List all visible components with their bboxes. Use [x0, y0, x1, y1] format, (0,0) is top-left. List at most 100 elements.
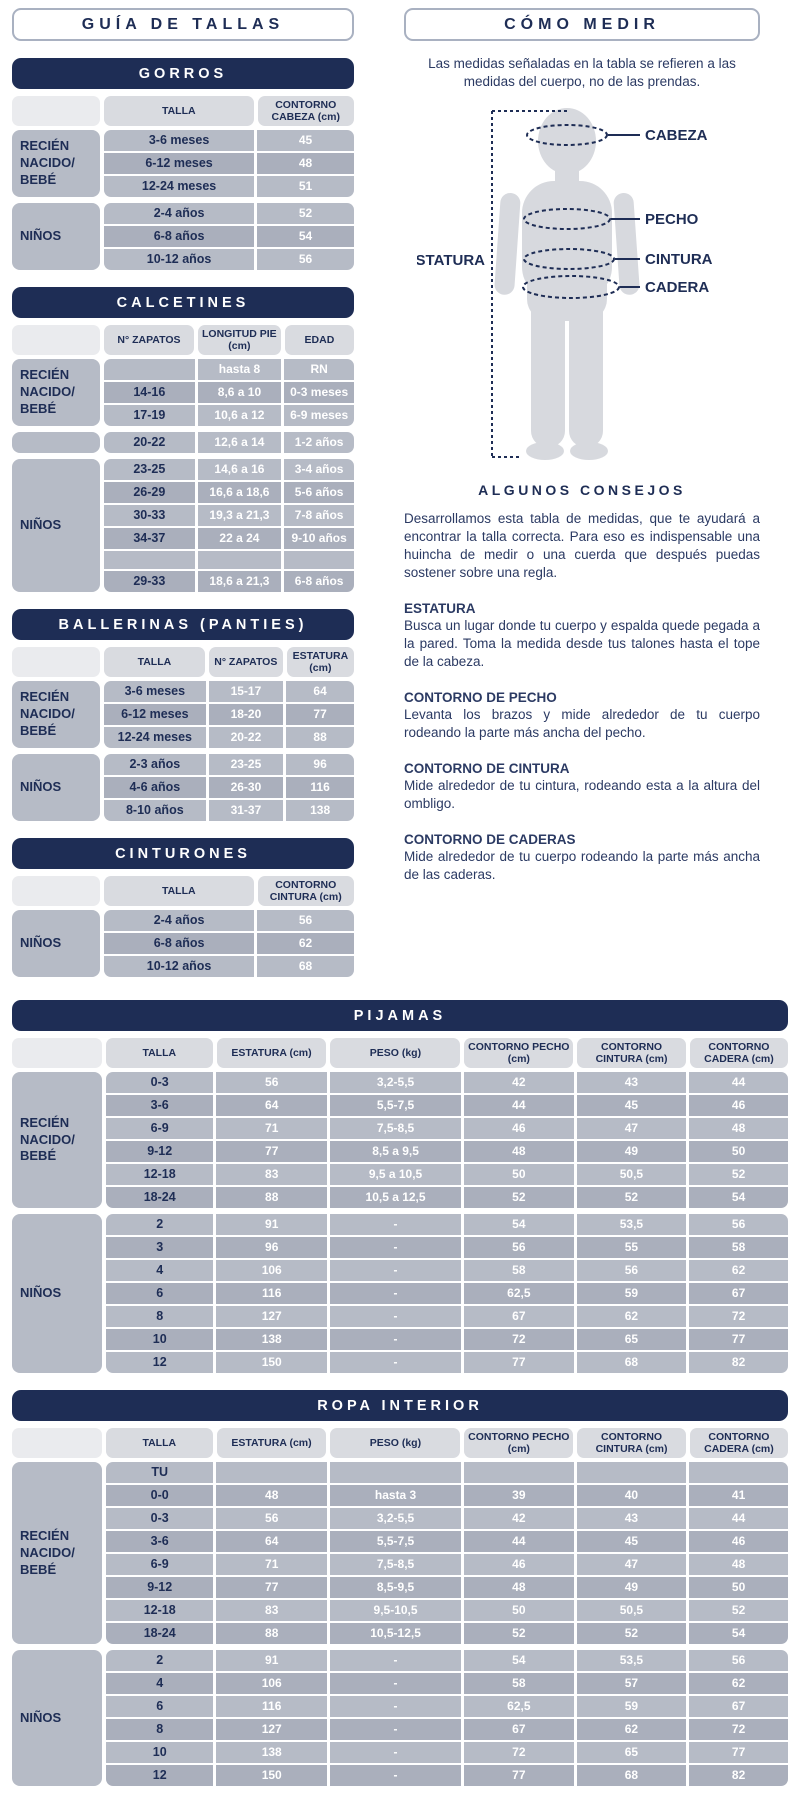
table-row: 6 116-62,5 59 67: [106, 1283, 788, 1305]
table-cell: 77: [216, 1141, 328, 1163]
row-group-label: RECIÉN NACIDO/ BEBÉ: [12, 1072, 102, 1209]
table-cell: 91: [216, 1214, 328, 1236]
column-header: ESTATURA (cm): [286, 646, 354, 677]
column-header: TALLA: [106, 1037, 213, 1069]
table-cell: 138: [286, 799, 354, 821]
tip-section-caderas: CONTORNO DE CADERAS Mide alrededor de tu…: [404, 832, 760, 884]
table-cell: 52: [257, 203, 354, 225]
table-row-group: NIÑOS 23-25 14,6 a 16 3-4 años 26-29 16,6 a 1…: [12, 458, 354, 592]
table-cell: 17-19: [104, 404, 195, 426]
table-cell: 2-4 años: [104, 909, 255, 931]
table-row: 12-24 meses 51: [104, 176, 354, 198]
ballerinas-section-title: BALLERINAS (PANTIES): [12, 608, 354, 640]
table-cell: 46: [689, 1531, 788, 1553]
table-cell: 3: [106, 1237, 214, 1259]
tip-text: Mide alrededor de tu cintura, rodeando e…: [404, 778, 760, 811]
table-cell: 67: [464, 1719, 574, 1741]
table-cell: 106: [216, 1673, 328, 1695]
table-cell: 44: [464, 1531, 574, 1553]
column-header: PESO (kg): [330, 1037, 461, 1069]
table-row: 6-9 71 7,5-8,5 46 47 48: [106, 1554, 788, 1576]
table-cell: [330, 1462, 462, 1484]
table-row: 3-6 meses 15-17 64: [104, 680, 354, 702]
table-cell: 56: [216, 1508, 328, 1530]
size-guide-column: GUÍA DE TALLAS GORROS TALLA CONTORNO CABE…: [12, 8, 354, 983]
table-cell: 46: [464, 1554, 574, 1576]
table-row: 8 127-67 62 72: [106, 1306, 788, 1328]
cinturones-section-title: CINTURONES: [12, 837, 354, 869]
table-cell: 12-18: [106, 1600, 214, 1622]
table-cell: 77: [464, 1765, 574, 1787]
table-cell: 6-9: [106, 1118, 214, 1140]
table-cell: 3,2-5,5: [330, 1508, 462, 1530]
table-cell: -: [330, 1283, 462, 1305]
table-cell: -: [330, 1352, 462, 1374]
table-cell: 77: [464, 1352, 574, 1374]
table-cell: 31-37: [208, 799, 284, 821]
table-cell: 26-30: [208, 776, 284, 798]
table-cell: 0-3: [106, 1072, 214, 1094]
table-cell: 64: [216, 1531, 328, 1553]
table-cell: 62: [257, 932, 354, 954]
table-cell: 22 a 24: [197, 527, 282, 549]
table-cell: 5,5-7,5: [330, 1531, 462, 1553]
table-cell: 127: [216, 1719, 328, 1741]
table-row: 4 106-58 56 62: [106, 1260, 788, 1282]
table-row: 2 91-54 53,5 56: [106, 1214, 788, 1236]
estatura-label: ESTATURA: [417, 252, 485, 269]
table-cell: 23-25: [208, 753, 284, 775]
table-header-row: TALLA ESTATURA (cm) PESO (kg) CONTORNO PECH…: [12, 1428, 788, 1459]
table-cell: 9-12: [106, 1577, 214, 1599]
calcetines-table: N° ZAPATOS LONGITUD PIE (cm) EDAD RECIÉN NA…: [12, 325, 354, 592]
table-cell: 82: [689, 1765, 788, 1787]
row-group-label: NIÑOS: [12, 458, 100, 592]
column-header: CONTORNO CABEZA (cm): [257, 96, 354, 127]
column-header: EDAD: [284, 325, 354, 356]
pecho-measure-ellipse: [523, 208, 611, 231]
table-cell: -: [330, 1650, 462, 1672]
measuring-intro-text: Las medidas señaladas en la tabla se ref…: [428, 56, 736, 90]
table-row: 2-4 años 52: [104, 203, 354, 225]
table-cell: 45: [576, 1531, 687, 1553]
table-cell: 4-6 años: [104, 776, 206, 798]
table-cell: 45: [576, 1095, 687, 1117]
table-cell: RN: [284, 359, 354, 380]
table-cell: 7,5-8,5: [330, 1554, 462, 1576]
ropa-interior-table: TALLA ESTATURA (cm) PESO (kg) CONTORNO PECH…: [12, 1428, 788, 1787]
table-cell: 42: [464, 1072, 574, 1094]
column-header: CONTORNO CADERA (cm): [689, 1037, 788, 1069]
guia-de-tallas-title: GUÍA DE TALLAS: [12, 8, 354, 41]
column-header: TALLA: [104, 96, 254, 127]
table-cell: 48: [216, 1485, 328, 1507]
table-cell: 91: [216, 1650, 328, 1672]
table-cell: 54: [257, 226, 354, 248]
table-row-group: 20-22 12,6 a 14 1-2 años: [12, 431, 354, 453]
row-group-label: NIÑOS: [12, 909, 100, 977]
table-cell: 16,6 a 18,6: [197, 481, 282, 503]
table-cell: 47: [576, 1554, 687, 1576]
table-cell: 138: [216, 1742, 328, 1764]
table-cell: 46: [464, 1118, 574, 1140]
table-cell: 67: [689, 1696, 788, 1718]
table-row: 10-12 años 56: [104, 249, 354, 271]
table-cell: 52: [464, 1623, 574, 1645]
table-row: 6 116-62,5 59 67: [106, 1696, 788, 1718]
cadera-measure-ellipse: [522, 275, 620, 300]
table-row: 8-10 años 31-37 138: [104, 799, 354, 821]
table-cell: 72: [464, 1329, 574, 1351]
table-cell: 62: [689, 1260, 788, 1282]
table-header-row: TALLA ESTATURA (cm) PESO (kg) CONTORNO PECH…: [12, 1037, 788, 1069]
table-row: 9-12 77 8,5 a 9,5 48 49 50: [106, 1141, 788, 1163]
table-cell: 64: [216, 1095, 328, 1117]
column-header: TALLA: [104, 646, 205, 677]
table-header-row: N° ZAPATOS LONGITUD PIE (cm) EDAD: [12, 325, 354, 356]
corner-cell: [12, 1428, 102, 1459]
table-cell: 44: [689, 1508, 788, 1530]
table-row: 29-33 18,6 a 21,3 6-8 años: [104, 570, 354, 592]
table-cell: -: [330, 1329, 462, 1351]
table-cell: 15-17: [208, 680, 284, 702]
table-cell: -: [330, 1214, 462, 1236]
table-cell: 56: [689, 1650, 788, 1672]
table-row: 14-16 8,6 a 10 0-3 meses: [104, 381, 354, 403]
pecho-label: PECHO: [645, 211, 699, 228]
